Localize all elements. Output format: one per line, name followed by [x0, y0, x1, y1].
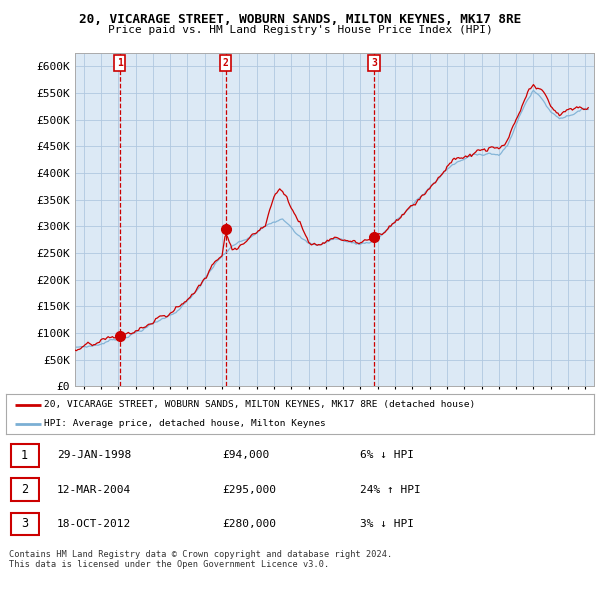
Text: Price paid vs. HM Land Registry's House Price Index (HPI): Price paid vs. HM Land Registry's House …	[107, 25, 493, 35]
Text: 3: 3	[371, 58, 377, 68]
Text: 12-MAR-2004: 12-MAR-2004	[57, 485, 131, 494]
Text: 20, VICARAGE STREET, WOBURN SANDS, MILTON KEYNES, MK17 8RE (detached house): 20, VICARAGE STREET, WOBURN SANDS, MILTO…	[44, 400, 475, 409]
Text: 1: 1	[21, 449, 28, 462]
Text: £280,000: £280,000	[222, 519, 276, 529]
Text: 18-OCT-2012: 18-OCT-2012	[57, 519, 131, 529]
Text: HPI: Average price, detached house, Milton Keynes: HPI: Average price, detached house, Milt…	[44, 419, 326, 428]
FancyBboxPatch shape	[11, 444, 38, 467]
Text: 2: 2	[223, 58, 229, 68]
Text: 24% ↑ HPI: 24% ↑ HPI	[360, 485, 421, 494]
Text: 29-JAN-1998: 29-JAN-1998	[57, 451, 131, 460]
Text: 6% ↓ HPI: 6% ↓ HPI	[360, 451, 414, 460]
Text: 20, VICARAGE STREET, WOBURN SANDS, MILTON KEYNES, MK17 8RE: 20, VICARAGE STREET, WOBURN SANDS, MILTO…	[79, 13, 521, 26]
FancyBboxPatch shape	[11, 513, 38, 535]
Text: 2: 2	[21, 483, 28, 496]
Text: Contains HM Land Registry data © Crown copyright and database right 2024.
This d: Contains HM Land Registry data © Crown c…	[9, 550, 392, 569]
Text: £295,000: £295,000	[222, 485, 276, 494]
Text: £94,000: £94,000	[222, 451, 269, 460]
Text: 1: 1	[116, 58, 122, 68]
Text: 3% ↓ HPI: 3% ↓ HPI	[360, 519, 414, 529]
Text: 3: 3	[21, 517, 28, 530]
FancyBboxPatch shape	[11, 478, 38, 501]
